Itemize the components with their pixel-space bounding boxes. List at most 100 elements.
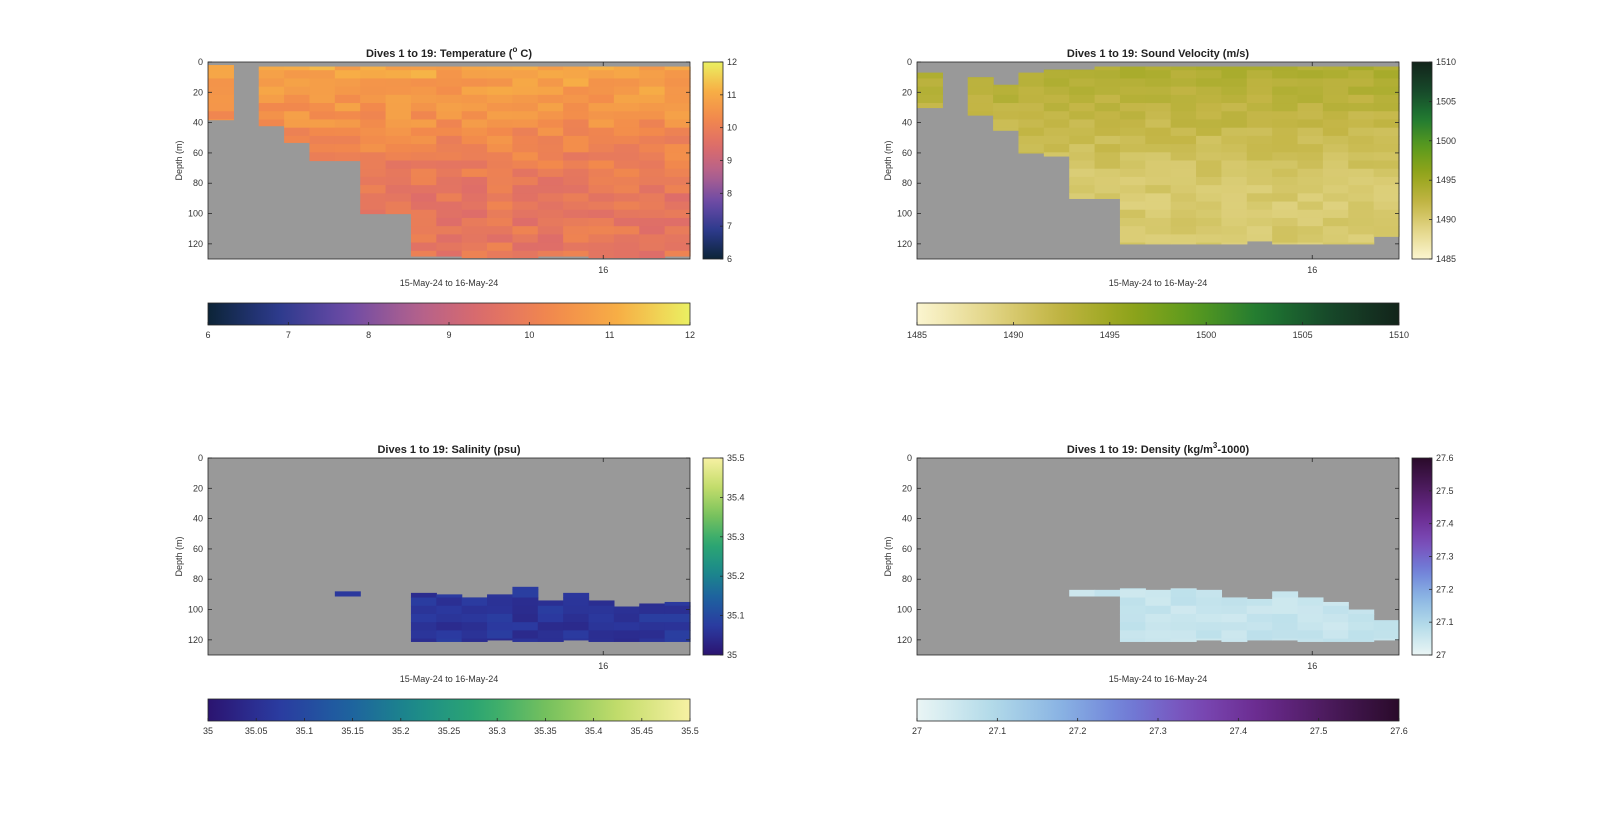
heatmap-cell xyxy=(1221,86,1248,96)
heatmap-cell xyxy=(410,605,437,615)
heatmap-cell xyxy=(1170,168,1197,178)
heatmap-cell xyxy=(1221,242,1248,245)
colorbar-tick-label: 27.3 xyxy=(1149,726,1167,736)
heatmap-cell xyxy=(1094,193,1121,199)
heatmap-cell xyxy=(1196,226,1223,235)
heatmap-cell xyxy=(967,111,994,116)
heatmap-cell xyxy=(1348,226,1375,235)
heatmap-cell xyxy=(1145,589,1172,599)
heatmap-cell xyxy=(664,103,691,112)
heatmap-cell xyxy=(1272,591,1299,599)
heatmap-cell xyxy=(1322,94,1349,104)
heatmap-cell xyxy=(487,597,514,607)
heatmap-cell xyxy=(461,119,488,129)
heatmap-cell xyxy=(588,622,615,631)
colorbar-tick-label: 8 xyxy=(727,188,732,198)
heatmap-cell xyxy=(1246,201,1273,211)
y-axis-label: Depth (m) xyxy=(883,140,893,180)
heatmap-cell xyxy=(588,86,615,96)
heatmap-cell xyxy=(1221,66,1248,71)
colorbar-tick-label: 1485 xyxy=(1436,254,1456,264)
heatmap-cell xyxy=(1145,185,1172,194)
heatmap-cell xyxy=(436,594,463,599)
heatmap-cell xyxy=(1094,86,1121,96)
heatmap-cell xyxy=(1373,94,1400,104)
heatmap-cell xyxy=(1373,103,1400,112)
heatmap-cell xyxy=(1272,176,1299,186)
heatmap-cell xyxy=(208,65,234,71)
heatmap-cell xyxy=(487,638,514,641)
heatmap-cell xyxy=(1145,66,1172,71)
y-tick-label: 80 xyxy=(193,574,203,584)
heatmap-cell xyxy=(1069,127,1096,137)
heatmap-cell xyxy=(284,94,311,104)
heatmap-cell xyxy=(360,127,387,137)
heatmap-cell xyxy=(639,209,666,219)
heatmap-cell xyxy=(1018,119,1045,129)
colorbar-horizontal xyxy=(207,698,691,722)
heatmap-cell xyxy=(512,152,539,162)
heatmap-cell xyxy=(487,160,514,170)
heatmap-cell xyxy=(487,605,514,615)
colorbar-tick-label: 35.5 xyxy=(681,726,699,736)
heatmap-cell xyxy=(1119,176,1146,186)
heatmap-cell xyxy=(1196,144,1223,153)
heatmap-cell xyxy=(1221,119,1248,129)
heatmap-cell xyxy=(512,201,539,211)
heatmap-cell xyxy=(639,94,666,104)
heatmap-cell xyxy=(1119,160,1146,170)
heatmap-cell xyxy=(1348,119,1375,129)
y-tick-label: 80 xyxy=(193,178,203,188)
heatmap-cell xyxy=(1043,111,1070,121)
heatmap-cell xyxy=(461,94,488,104)
heatmap-cell xyxy=(1119,588,1146,590)
heatmap-cell xyxy=(1272,242,1299,245)
heatmap-cell xyxy=(1043,69,1070,71)
heatmap-cell xyxy=(360,201,387,211)
heatmap-cell xyxy=(588,217,615,227)
heatmap-cell xyxy=(588,70,615,80)
heatmap-cell xyxy=(1221,234,1248,244)
colorbar-tick-label: 6 xyxy=(727,254,732,264)
heatmap-cell xyxy=(284,135,311,143)
heatmap-cell xyxy=(1196,209,1223,219)
heatmap-cell xyxy=(1297,597,1324,607)
heatmap-cell xyxy=(385,70,412,80)
heatmap-cell xyxy=(334,144,361,153)
heatmap-cell xyxy=(1221,144,1248,153)
heatmap-cell xyxy=(410,217,437,227)
heatmap-cell xyxy=(1221,111,1248,121)
heatmap-cell xyxy=(487,176,514,186)
heatmap-cell xyxy=(1094,70,1121,80)
heatmap-cell xyxy=(1373,168,1400,178)
heatmap-cell xyxy=(1170,217,1197,227)
heatmap-cell xyxy=(1322,86,1349,96)
heatmap-cell xyxy=(1246,127,1273,137)
colorbar-tick-label: 35.1 xyxy=(296,726,314,736)
heatmap-cell xyxy=(385,78,412,88)
heatmap-cell xyxy=(410,638,437,642)
heatmap-cell xyxy=(563,94,590,104)
heatmap-cell xyxy=(1145,176,1172,186)
heatmap-cell xyxy=(537,201,564,211)
chart-title: Dives 1 to 19: Temperature (o C) xyxy=(366,45,532,60)
heatmap-cell xyxy=(1373,119,1400,129)
heatmap-cell xyxy=(1069,135,1096,145)
heatmap-cell xyxy=(512,242,539,252)
heatmap-cell xyxy=(1322,168,1349,178)
heatmap-cell xyxy=(1018,144,1045,153)
heatmap-cell xyxy=(436,160,463,170)
heatmap-cell xyxy=(639,119,666,129)
heatmap-cell xyxy=(1348,66,1375,71)
heatmap-cell xyxy=(410,209,437,219)
heatmap-cell xyxy=(1170,78,1197,88)
heatmap-cell xyxy=(360,86,387,96)
heatmap-cell xyxy=(563,234,590,244)
colorbar-tick-label: 35.3 xyxy=(727,532,745,542)
y-tick-label: 20 xyxy=(193,87,203,97)
heatmap-cell xyxy=(512,250,539,259)
heatmap-cell xyxy=(1221,94,1248,104)
heatmap-cell xyxy=(258,70,285,80)
heatmap-cell xyxy=(385,185,412,194)
heatmap-cell xyxy=(563,70,590,80)
